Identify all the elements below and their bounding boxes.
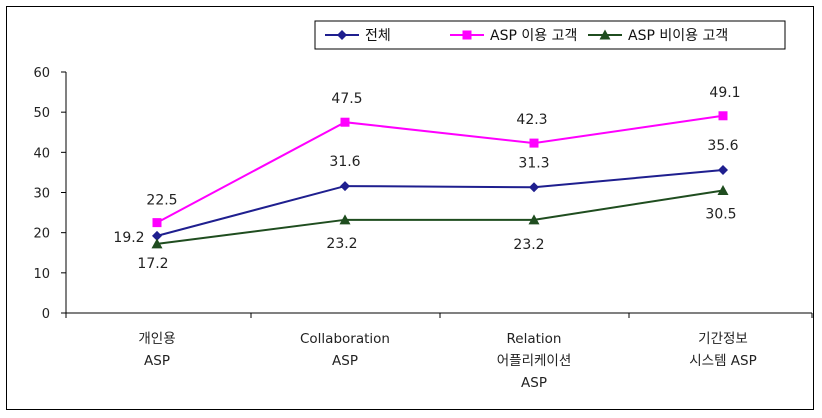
data-point — [151, 238, 163, 249]
y-tick-label: 30 — [33, 187, 50, 202]
data-label: 22.5 — [146, 193, 177, 209]
legend-label: ASP 비이용 고객 — [628, 28, 728, 44]
data-point — [340, 117, 350, 127]
data-label: 31.3 — [518, 155, 549, 171]
data-label: 42.3 — [516, 112, 547, 128]
data-label: 30.5 — [705, 206, 736, 222]
legend-label: 전체 — [365, 28, 391, 44]
x-tick-label: ASP — [144, 353, 170, 369]
y-tick-label: 50 — [33, 106, 50, 121]
x-tick-label: 어플리케이션 — [497, 353, 572, 369]
x-tick-label: Collaboration — [300, 331, 390, 347]
legend-marker — [337, 30, 347, 40]
data-point — [152, 230, 162, 241]
x-tick-label: 개인용 — [138, 331, 175, 347]
data-label: 23.2 — [326, 236, 357, 252]
data-label: 19.2 — [113, 230, 144, 246]
data-point — [718, 165, 728, 176]
x-tick-label: 시스템 ASP — [689, 353, 757, 369]
legend-marker — [462, 30, 472, 40]
y-tick-label: 0 — [42, 307, 50, 322]
legend-marker — [599, 29, 611, 40]
series-line — [156, 114, 724, 224]
y-tick-label: 20 — [33, 227, 50, 242]
data-label: 35.6 — [707, 138, 738, 154]
y-tick-label: 40 — [33, 146, 50, 161]
data-point — [339, 214, 351, 225]
data-label: 17.2 — [137, 256, 168, 272]
series-line — [156, 169, 724, 237]
y-tick-label: 60 — [33, 66, 50, 81]
chart-frame — [6, 6, 814, 410]
data-point — [718, 111, 728, 121]
legend-label: ASP 이용 고객 — [490, 28, 577, 44]
data-point — [717, 184, 729, 195]
data-point — [340, 181, 350, 192]
data-point — [152, 218, 162, 228]
x-tick-label: Relation — [507, 331, 562, 347]
series-line — [156, 189, 724, 245]
data-point — [529, 182, 539, 193]
data-label: 47.5 — [331, 91, 362, 107]
legend-box — [314, 20, 786, 50]
data-point — [528, 214, 540, 225]
x-tick-label: ASP — [521, 375, 547, 391]
data-label: 31.6 — [329, 154, 360, 170]
x-tick-label: 기간정보 — [698, 331, 748, 347]
x-tick-label: ASP — [332, 353, 358, 369]
y-tick-label: 10 — [33, 267, 50, 282]
data-point — [529, 138, 539, 148]
data-label: 49.1 — [709, 85, 740, 101]
data-label: 23.2 — [513, 237, 544, 253]
